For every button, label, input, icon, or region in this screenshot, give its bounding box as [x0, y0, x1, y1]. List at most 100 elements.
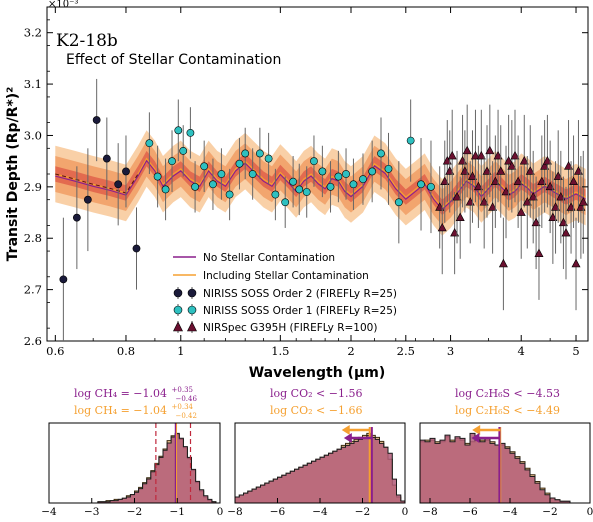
- model-line-extrapolated: [55, 173, 139, 194]
- hist-x-tick-label: 0: [402, 506, 409, 518]
- data-point-nirspec: [504, 156, 514, 165]
- x-axis-label: Wavelength (µm): [249, 365, 386, 381]
- data-point-order2: [114, 180, 123, 189]
- y-tick-label: 3.0: [24, 128, 42, 142]
- hist-x-tick-label: −8: [422, 506, 437, 518]
- arrowhead-orange: [341, 425, 350, 435]
- data-point-order1: [271, 190, 280, 199]
- hist-co2-label-purple: log CO₂ < −1.56: [270, 387, 362, 400]
- data-point-order1: [334, 172, 343, 181]
- data-point-nirspec: [501, 186, 511, 196]
- data-point-nirspec: [470, 150, 480, 160]
- legend-marker-order2: [173, 287, 197, 299]
- data-point-nirspec: [571, 258, 581, 268]
- data-point-nirspec: [437, 222, 447, 232]
- data-point-nirspec: [561, 227, 571, 237]
- data-point-order2: [102, 154, 111, 163]
- data-point-order1: [302, 188, 311, 196]
- hist-ch4-panel: −4 −3 −2 −1 0: [41, 422, 224, 518]
- main-spectrum-panel: 0.6 0.8 1 1.5 2 2.5 3 4 5 2.6 2.7 2.8 2.9 3.0 3.1 3.2 K…: [5, 0, 589, 381]
- data-point-order1: [326, 182, 335, 191]
- data-point-order1: [310, 157, 318, 166]
- y-tick-label: 3.1: [24, 77, 42, 91]
- data-point-order1: [281, 198, 290, 207]
- data-point-nirspec: [534, 248, 544, 257]
- hist-x-tick-label: −8: [227, 506, 242, 518]
- hist-c2h6s-label-purple: log C₂H₆S < −4.53: [455, 387, 560, 400]
- data-point-order2: [132, 244, 141, 253]
- data-point-order1: [225, 190, 234, 199]
- legend-label-no-contamination: No Stellar Contamination: [203, 252, 335, 264]
- y-tick-label: 2.7: [24, 283, 42, 297]
- data-point-nirspec: [447, 150, 457, 160]
- hist-x-tick-label: −1: [170, 506, 185, 518]
- data-point-order1: [209, 180, 217, 189]
- data-point-order1: [394, 198, 403, 207]
- data-point-order1: [248, 170, 257, 178]
- data-point-order1: [359, 175, 367, 184]
- arrowhead-purple: [343, 433, 352, 443]
- plot-content: [55, 78, 588, 341]
- chart-subtitle: Effect of Stellar Contamination: [66, 52, 281, 68]
- chart-title: K2-18b: [56, 31, 118, 51]
- data-point-nirspec: [513, 176, 523, 186]
- hist-x-tick-label: −3: [84, 506, 99, 518]
- data-point-order1: [168, 157, 176, 166]
- hist-x-tick-label: −6: [270, 506, 286, 518]
- data-point-nirspec: [531, 217, 541, 227]
- hist-co2-labels: log CO₂ < −1.56 log CO₂ < −1.66: [270, 387, 362, 417]
- series-1: [145, 99, 435, 244]
- x-tick-label: 4: [518, 344, 525, 358]
- data-point-nirspec: [482, 166, 492, 175]
- data-point-order1: [289, 177, 298, 186]
- y-axis-label: Transit Depth (Rp/R*)²: [5, 87, 21, 262]
- data-point-order1: [145, 139, 154, 148]
- data-point-order1: [241, 149, 250, 158]
- data-point-order2: [92, 116, 101, 124]
- hist-x-tick-label: −2: [127, 506, 142, 518]
- data-point-order1: [153, 172, 162, 181]
- data-point-nirspec: [462, 145, 472, 155]
- legend-marker-order1: [173, 304, 197, 316]
- data-point-nirspec: [564, 161, 574, 170]
- hist-frame: [419, 422, 591, 504]
- data-point-order1: [186, 128, 195, 137]
- data-point-nirspec: [488, 202, 498, 211]
- data-point-order2: [72, 213, 81, 222]
- data-point-nirspec: [519, 156, 529, 165]
- legend-label-order2: NIRISS SOSS Order 2 (FIREFLy R=25): [203, 288, 397, 300]
- histogram-purple: [234, 434, 406, 504]
- hist-x-tick-label: −4: [502, 506, 518, 518]
- data-point-nirspec: [476, 150, 486, 160]
- data-point-order2: [59, 275, 68, 284]
- data-point-order1: [161, 185, 170, 194]
- hist-co2-panel: −8 −6 −4 −2 0: [227, 422, 409, 518]
- legend-label-nirspec: NIRSpec G395H (FIREFLy R=100): [203, 322, 377, 334]
- data-point-nirspec: [540, 161, 550, 170]
- legend: No Stellar Contamination Including Stell…: [173, 252, 397, 334]
- data-point-order1: [417, 180, 425, 189]
- data-point-nirspec: [435, 202, 445, 211]
- data-point-nirspec: [455, 212, 465, 221]
- hist-ch4-label-orange: log CH₄ = −1.04 +0.34 −0.42: [74, 399, 197, 420]
- series-0: [59, 78, 141, 341]
- hist-x-tick-label: −4: [41, 506, 57, 518]
- histogram-purple: [49, 432, 220, 504]
- hist-ch4-labels: log CH₄ = −1.04 +0.35 −0.46 log CH₄ = −1…: [74, 386, 197, 420]
- data-point-order1: [342, 170, 350, 178]
- hist-x-tick-label: −2: [355, 506, 370, 518]
- series-2: [435, 104, 588, 311]
- y-tick-label: 3.2: [24, 26, 42, 40]
- main-axis-ticks: 0.6 0.8 1 1.5 2 2.5 3 4 5 2.6 2.7 2.8 2.9 3.0 3.1 3.2: [24, 7, 588, 358]
- data-point-nirspec: [578, 197, 588, 206]
- data-point-nirspec: [440, 176, 450, 186]
- hist-x-tick-label: −2: [542, 506, 557, 518]
- hist-x-tick-label: 0: [217, 506, 224, 518]
- hist-c2h6s-label-orange: log C₂H₆S < −4.49: [455, 404, 560, 417]
- legend-marker-nirspec: [173, 321, 197, 333]
- hist-x-tick-label: −4: [312, 506, 328, 518]
- data-point-nirspec: [528, 191, 538, 201]
- data-point-order2: [122, 167, 130, 176]
- data-point-nirspec: [507, 161, 517, 170]
